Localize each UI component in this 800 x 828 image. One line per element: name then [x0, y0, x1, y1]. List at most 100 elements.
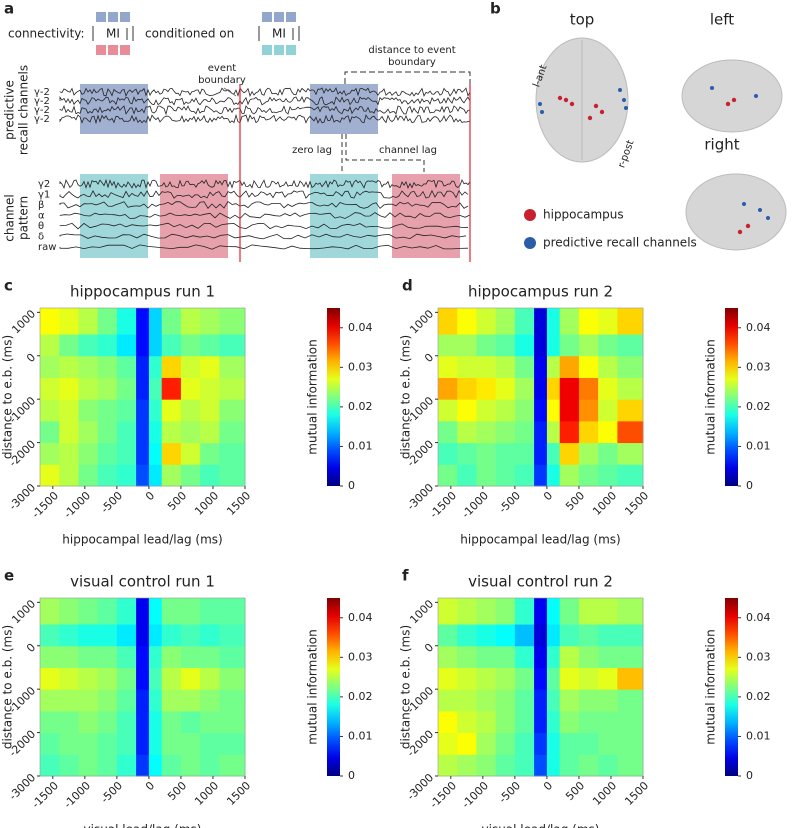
heat-cell: [598, 624, 618, 647]
heat-cell: [476, 624, 497, 647]
panel-label: d: [402, 277, 413, 295]
heat-cell: [219, 464, 246, 487]
heat-cell: [78, 754, 99, 777]
connectivity-label: connectivity:: [8, 27, 85, 41]
heat-cell: [457, 710, 477, 734]
heat-cell: [59, 355, 79, 378]
heat-cell: [219, 334, 246, 357]
x-tick-label: 500: [165, 489, 189, 513]
heat-cell: [59, 464, 79, 487]
heat-cell: [219, 355, 246, 378]
channel-name: raw: [38, 242, 56, 253]
heat-cell: [78, 355, 99, 378]
heat-cell: [40, 754, 60, 777]
heat-cell: [534, 624, 548, 647]
heat-cell: [161, 355, 182, 378]
heat-cell: [116, 308, 137, 335]
heat-cell: [97, 334, 118, 357]
chart-title: hippocampus run 1: [70, 283, 215, 301]
heat-cell: [514, 732, 535, 755]
heat-cell: [136, 645, 150, 668]
x-tick-label: 1500: [622, 779, 651, 808]
heat-cell: [161, 308, 182, 335]
heat-cell: [40, 442, 60, 465]
event-boundary-line: [239, 84, 471, 262]
heat-cell: [476, 464, 497, 487]
legend-marker: [524, 209, 536, 221]
y-tick-label: 1000: [407, 597, 436, 626]
y-tick-label: 1000: [9, 597, 38, 626]
heat-cell: [97, 754, 118, 777]
heat-cell: [514, 308, 535, 335]
heat-cell: [578, 624, 599, 647]
heat-cell: [438, 377, 458, 400]
heat-cell: [617, 645, 644, 668]
trace: [59, 189, 469, 199]
heat-cell: [598, 377, 618, 400]
heat-cell: [457, 377, 477, 400]
heat-cell: [598, 420, 618, 444]
heat-cell: [578, 689, 599, 712]
heat-cell: [136, 399, 150, 422]
heat-cell: [457, 420, 477, 444]
heat-cell: [40, 334, 60, 357]
heat-cell: [200, 334, 220, 357]
heat-cell: [59, 442, 79, 465]
heat-cell: [148, 710, 163, 734]
heat-cell: [578, 667, 599, 690]
heat-cell: [457, 624, 477, 647]
trace: [59, 201, 469, 209]
colorbar-tick-label: 0.03: [746, 650, 771, 663]
heat-cell: [180, 377, 201, 400]
legend-label: predictive recall channels: [543, 236, 697, 250]
channel-name: γ-2: [34, 114, 50, 125]
heat-cell: [40, 420, 60, 444]
heat-cell: [559, 754, 580, 777]
heat-cell: [534, 355, 548, 378]
heat-cell: [97, 624, 118, 647]
heat-cell: [116, 689, 137, 712]
heat-cell: [546, 710, 561, 734]
colorbar-tick-label: 0.03: [348, 360, 373, 373]
heat-cell: [219, 624, 246, 647]
heat-cell: [78, 710, 99, 734]
heat-cell: [534, 645, 548, 668]
heat-cell: [546, 399, 561, 422]
trace: [59, 244, 469, 250]
heat-cell: [148, 624, 163, 647]
heat-cell: [559, 399, 580, 422]
heat-cell: [438, 754, 458, 777]
heat-cell: [219, 377, 246, 400]
bracket: [344, 71, 471, 84]
heat-cell: [559, 667, 580, 690]
heat-cell: [200, 442, 220, 465]
heat-cell: [598, 689, 618, 712]
heat-cell: [40, 355, 60, 378]
x-tick-label: 1500: [224, 489, 253, 518]
heat-cell: [219, 598, 246, 625]
heat-cell: [161, 689, 182, 712]
heat-cell: [534, 710, 548, 734]
heat-cell: [78, 308, 99, 335]
trace: [59, 212, 471, 220]
heat-cell: [116, 334, 137, 357]
heat-cell: [514, 355, 535, 378]
panel-label: f: [402, 567, 409, 585]
heat-cell: [476, 420, 497, 444]
heat-cell: [578, 710, 599, 734]
x-tick-label: 0: [541, 489, 555, 503]
heat-cell: [200, 464, 220, 487]
heat-cell: [180, 464, 201, 487]
heat-cell: [148, 308, 163, 335]
heat-cell: [116, 420, 137, 444]
heat-cell: [148, 334, 163, 357]
heat-cell: [136, 355, 150, 378]
heat-cell: [180, 645, 201, 668]
heat-cell: [598, 667, 618, 690]
heat-cell: [219, 754, 246, 777]
heat-cell: [180, 710, 201, 734]
